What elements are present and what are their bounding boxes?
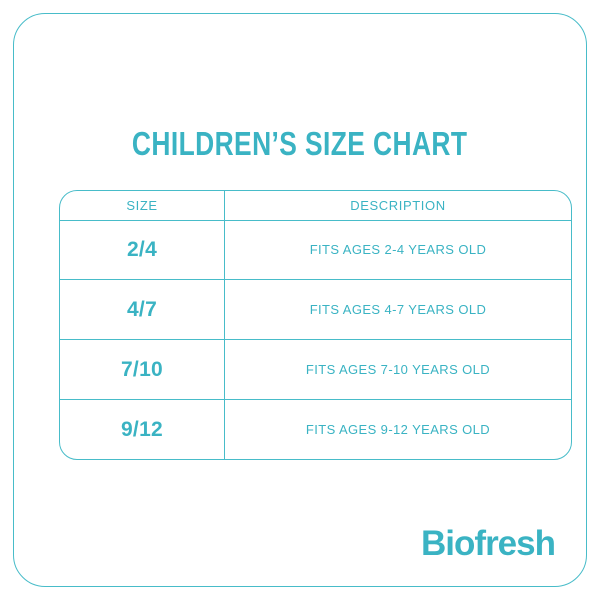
description-value: FITS AGES 7-10 YEARS OLD (225, 339, 571, 399)
size-value: 2/4 (60, 219, 225, 280)
description-value: FITS AGES 4-7 YEARS OLD (225, 279, 571, 339)
size-value: 4/7 (60, 279, 225, 340)
page-title: CHILDREN’S SIZE CHART (14, 125, 586, 163)
page-title-text: CHILDREN’S SIZE CHART (132, 125, 468, 162)
size-table: SIZE DESCRIPTION 2/4 FITS AGES 2-4 YEARS… (59, 190, 572, 460)
description-column-header: DESCRIPTION (350, 197, 446, 213)
size-column-header: SIZE (60, 191, 225, 220)
description-value: FITS AGES 9-12 YEARS OLD (225, 399, 571, 459)
outer-card-border: CHILDREN’S SIZE CHART SIZE DESCRIPTION 2… (13, 13, 587, 587)
size-value: 9/12 (60, 399, 225, 459)
brand-logo: Biofresh (421, 524, 556, 563)
description-value: FITS AGES 2-4 YEARS OLD (225, 219, 571, 280)
size-value: 7/10 (60, 339, 225, 400)
